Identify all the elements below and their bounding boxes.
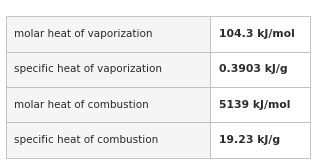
Bar — [210, 87, 310, 122]
Bar — [6, 16, 210, 52]
Bar — [210, 16, 310, 52]
Bar — [6, 122, 210, 158]
Bar — [210, 52, 310, 87]
Bar — [6, 52, 210, 87]
Bar — [210, 122, 310, 158]
Bar — [6, 87, 210, 122]
Text: specific heat of combustion: specific heat of combustion — [14, 135, 158, 145]
Text: molar heat of combustion: molar heat of combustion — [14, 100, 149, 110]
Text: 0.3903 kJ/g: 0.3903 kJ/g — [219, 64, 288, 74]
Text: specific heat of vaporization: specific heat of vaporization — [14, 64, 162, 74]
Text: 5139 kJ/mol: 5139 kJ/mol — [219, 100, 290, 110]
Text: 19.23 kJ/g: 19.23 kJ/g — [219, 135, 280, 145]
Text: 104.3 kJ/mol: 104.3 kJ/mol — [219, 29, 295, 39]
Text: molar heat of vaporization: molar heat of vaporization — [14, 29, 152, 39]
